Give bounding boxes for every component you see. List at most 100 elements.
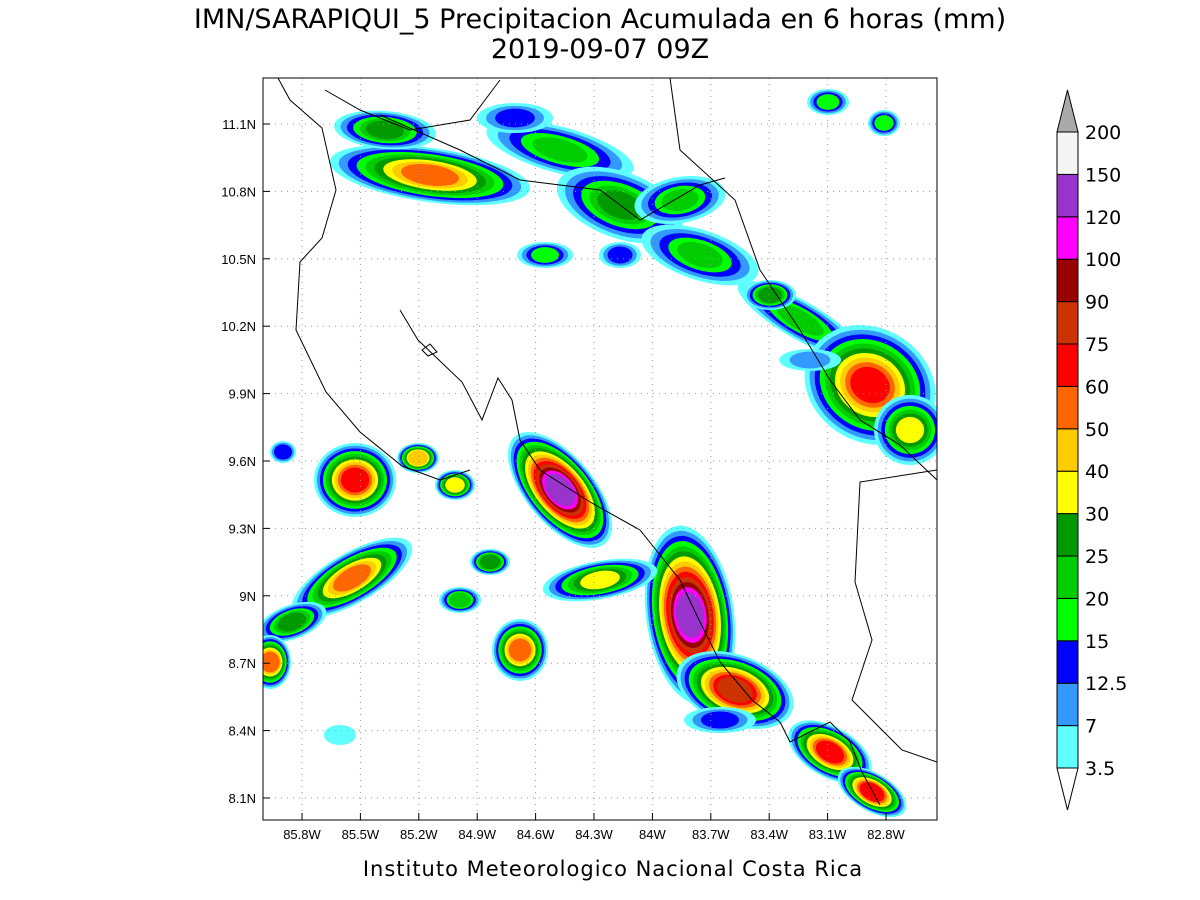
colorbar-box [1056,640,1079,684]
colorbar-label: 3.5 [1085,758,1115,780]
colorbar-label: 7 [1085,716,1097,738]
colorbar-label: 90 [1085,292,1109,314]
rain-contour [701,711,739,729]
rain-contour [859,782,885,802]
rain-contour [532,137,588,163]
rain-contour [273,444,293,460]
colorbar-box [1056,301,1079,345]
colorbar-label: 15 [1085,631,1109,653]
rain-contour [580,570,620,590]
colorbar-box [1056,173,1079,218]
rain-contour [544,473,576,507]
lat-tick-label: 8.4N [229,724,256,739]
colorbar-label: 150 [1085,164,1121,186]
rain-contour [531,247,559,263]
lon-tick-label: 83.4W [750,827,788,842]
colorbar-label: 120 [1085,207,1121,229]
coastlines [277,78,937,806]
lat-tick-label: 11.1N [222,117,256,132]
lat-tick-label: 8.1N [229,791,256,806]
colorbar-box [1056,470,1079,515]
rain-contour [895,416,925,444]
colorbar-box [1056,216,1079,260]
rain-contour [850,366,890,404]
colorbar-box [1056,131,1079,175]
lon-tick-label: 83.7W [692,827,730,842]
colorbar-box [1056,258,1079,303]
coastline [277,78,471,481]
rain-contour [263,651,280,673]
rain-contour [401,163,459,187]
lon-tick-label: 84W [639,827,666,842]
colorbar-box [1056,555,1079,599]
rain-contour [333,564,371,592]
lat-tick-label: 10.2N [221,319,256,334]
colorbar-under [1056,767,1079,811]
colorbar-box [1056,682,1079,727]
colorbar-label: 75 [1085,334,1109,356]
lon-tick-label: 85.5W [342,827,380,842]
grid: 11.1N 10.8N 10.5N 10.2N 9.9N 9.6N 9.3N 9N 8.7N 8.… [221,78,937,842]
rain-contour [365,120,405,140]
lon-tick-label: 85.8W [283,827,321,842]
rain-contour [717,677,753,703]
coastline [379,114,726,221]
rain-contour [340,467,370,493]
lon-tick-label: 82.8W [867,827,905,842]
lon-tick-label: 85.2W [400,827,438,842]
rain-contour [324,725,356,745]
colorbar-label: 30 [1085,504,1109,526]
colorbar-label: 60 [1085,376,1109,398]
lat-tick-label: 9.3N [229,521,256,536]
title: IMN/SARAPIQUI_5 Precipitacion Acumulada … [194,4,1006,35]
rain-contour [815,740,845,764]
colorbar-label: 12.5 [1085,673,1127,695]
lat-tick-label: 10.5N [221,252,256,267]
coastline [851,469,937,763]
rain-contour [789,351,831,369]
colorbar-box [1056,428,1079,472]
coastline [399,309,881,806]
colorbar-label: 100 [1085,249,1121,271]
rain-contour [495,108,535,128]
rain-contour [408,450,428,466]
lon-tick-label: 83.1W [809,827,847,842]
lat-tick-label: 9.6N [229,454,256,469]
colorbar-label: 50 [1085,419,1109,441]
colorbar-over [1056,89,1079,133]
rain-contour [445,477,465,493]
footer: Instituto Meteorologico Nacional Costa R… [363,857,863,881]
colorbar-box [1056,725,1079,769]
rain-contour [449,592,471,608]
colorbar-box [1056,513,1079,557]
lat-tick-label: 10.8N [221,184,256,199]
colorbar-label: 200 [1085,122,1121,144]
colorbar-label: 40 [1085,461,1109,483]
colorbar-label: 20 [1085,588,1109,610]
rain-contour [874,115,894,131]
colorbar-box [1056,343,1079,387]
coastline [669,78,937,481]
lon-tick-label: 84.6W [517,827,555,842]
lon-tick-label: 84.9W [458,827,496,842]
lat-tick-label: 9N [239,589,256,604]
map-frame [262,77,938,821]
rain-contour [508,638,532,662]
coastline [324,79,501,131]
rain-contour [607,246,633,264]
rain-contour [661,188,699,212]
rain-contour [758,287,782,303]
colorbar-box [1056,385,1079,430]
rain-contour [675,592,705,638]
lat-tick-label: 9.9N [229,387,256,402]
colorbar-label: 25 [1085,546,1109,568]
lon-tick-label: 84.3W [575,827,613,842]
precipitation-field [263,89,937,818]
colorbar: 3.5 7 12.5 15 20 25 30 40 50 60 75 90 100 120 150 200 [1056,89,1127,811]
colorbar-box [1056,597,1079,642]
rain-contour [277,612,307,632]
lat-tick-label: 8.7N [229,656,256,671]
rain-contour [677,241,723,269]
subtitle: 2019-09-07 09Z [491,34,709,65]
